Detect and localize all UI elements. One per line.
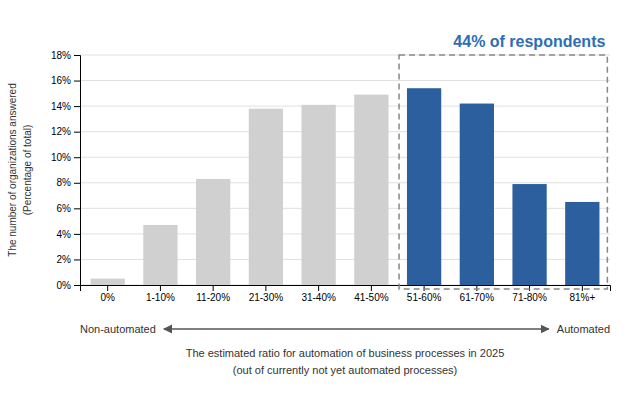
x-tick-mark (160, 285, 161, 291)
y-tick: 0% (57, 280, 80, 291)
y-tick-mark (74, 132, 80, 133)
x-tick-label: 81%+ (569, 292, 595, 303)
y-tick-label: 18% (51, 50, 71, 61)
x-tick-label: 71-80% (512, 292, 547, 303)
x-tick-mark (107, 285, 108, 291)
grid (80, 55, 610, 285)
y-tick-label: 8% (57, 177, 72, 188)
y-tick-label: 6% (57, 203, 72, 214)
y-tick-mark (74, 259, 80, 260)
x-axis-title: (out of currently not yet automated proc… (233, 364, 457, 376)
bar (565, 202, 599, 285)
annotation: 44% of respondents (453, 33, 605, 50)
y-tick: 10% (51, 152, 80, 163)
x-tick-mark (213, 285, 214, 291)
x-tick-label: 51-60% (407, 292, 442, 303)
arrow-label: Automated (557, 323, 610, 335)
y-tick-mark (74, 157, 80, 158)
x-tick-label: 61-70% (460, 292, 495, 303)
bars (91, 88, 600, 285)
y-tick-label: 10% (51, 152, 71, 163)
y-axis-line (74, 56, 81, 286)
x-tick-label: 11-20% (196, 292, 230, 303)
y-tick: 6% (57, 203, 80, 214)
bar (196, 179, 230, 285)
x-tick-label: 41-50% (354, 292, 389, 303)
y-axis-title: The number of organizations answered (7, 83, 18, 256)
grid-line (80, 106, 610, 107)
x-tick-label: 31-40% (301, 292, 336, 303)
x-tick-mark (424, 285, 425, 291)
x-tick: 71-80% (512, 285, 547, 303)
x-axis: 0% 1-10% 11-20% 21-30% 31-40% 41-50% 51-60% 61-… (81, 285, 611, 303)
y-axis-title: (Percentage of total) (22, 125, 33, 216)
y-tick: 2% (57, 254, 80, 265)
y-tick-label: 0% (57, 280, 72, 291)
x-tick: 0% (100, 285, 115, 303)
x-tick-mark (265, 285, 266, 291)
y-tick-label: 16% (51, 75, 71, 86)
x-tick-mark (529, 285, 530, 291)
y-tick: 14% (51, 101, 80, 112)
y-tick-label: 4% (57, 229, 72, 240)
y-tick: 16% (51, 75, 80, 86)
bar (407, 88, 441, 285)
x-tick-label: 21-30% (249, 292, 284, 303)
grid-line (80, 80, 610, 81)
grid-line (80, 157, 610, 158)
plot: 0% 2% 4% 6% 8% 10% 12% 14% 16% 18% 0% 1-10% 11-20% 21… (7, 33, 611, 376)
bar (301, 105, 335, 285)
y-tick-mark (74, 183, 80, 184)
y-tick-label: 12% (51, 126, 71, 137)
x-tick: 11-20% (196, 285, 230, 303)
y-tick-mark (74, 234, 80, 235)
x-tick: 81%+ (569, 285, 595, 303)
x-axis-line (81, 286, 611, 292)
highlight-box (399, 55, 607, 289)
x-tick-label: 0% (100, 292, 115, 303)
x-tick: 21-30% (249, 285, 284, 303)
chart: 0% 2% 4% 6% 8% 10% 12% 14% 16% 18% 0% 1-10% 11-20% 21… (0, 0, 630, 395)
bar (460, 104, 494, 285)
y-tick-mark (74, 208, 80, 209)
grid-line (80, 182, 610, 183)
x-tick-mark (318, 285, 319, 291)
y-tick-mark (74, 81, 80, 82)
x-tick: 61-70% (460, 285, 495, 303)
arrow-label: Non-automated (80, 323, 156, 335)
grid-line (80, 131, 610, 132)
bar (91, 279, 125, 285)
y-tick: 8% (57, 177, 80, 188)
bar (354, 95, 388, 285)
bar (512, 184, 546, 285)
x-tick-label: 1-10% (146, 292, 175, 303)
arrow (164, 328, 549, 329)
bar (143, 225, 177, 285)
bar (249, 109, 283, 285)
x-tick: 41-50% (354, 285, 389, 303)
x-tick: 1-10% (146, 285, 175, 303)
x-tick: 51-60% (407, 285, 442, 303)
x-tick-mark (476, 285, 477, 291)
y-tick-label: 2% (57, 254, 72, 265)
x-tick-mark (582, 285, 583, 291)
y-tick: 4% (57, 229, 80, 240)
x-tick-mark (371, 285, 372, 291)
x-tick: 31-40% (301, 285, 336, 303)
y-axis: 0% 2% 4% 6% 8% 10% 12% 14% 16% 18% (51, 50, 81, 291)
x-axis-title: The estimated ratio for automation of bu… (186, 347, 505, 359)
y-tick-mark (74, 55, 80, 56)
y-tick-label: 14% (51, 101, 71, 112)
y-tick: 12% (51, 126, 80, 137)
y-tick-mark (74, 285, 80, 286)
y-tick-mark (74, 106, 80, 107)
y-tick: 18% (51, 50, 80, 61)
